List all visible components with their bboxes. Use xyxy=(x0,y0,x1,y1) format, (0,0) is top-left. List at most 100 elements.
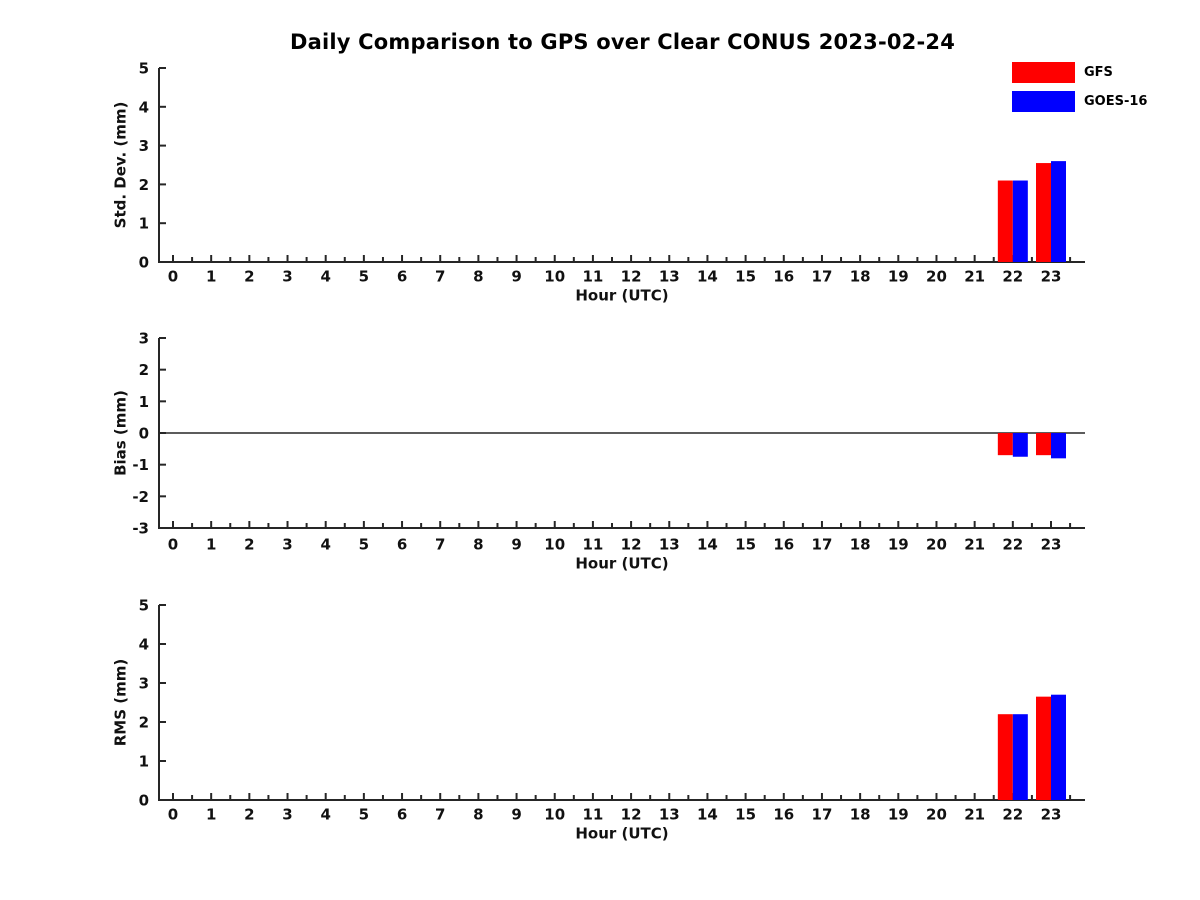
rms-y-tick-label: 4 xyxy=(139,636,149,654)
std-dev-x-tick-label: 11 xyxy=(582,268,603,286)
std-dev-x-tick-label: 22 xyxy=(1002,268,1023,286)
legend-item-goes16: GOES-16 xyxy=(1012,91,1147,112)
bias-y-tick-label: -3 xyxy=(132,520,149,538)
bias-y-tick-label: -1 xyxy=(132,456,149,474)
bias-y-tick-label: 2 xyxy=(139,361,149,379)
std-dev-x-tick-label: 4 xyxy=(320,268,330,286)
bias-x-tick-label: 9 xyxy=(511,536,521,554)
bias-y-tick-label: -2 xyxy=(132,488,149,506)
bias-x-tick-label: 20 xyxy=(926,536,947,554)
bias-x-tick-label: 15 xyxy=(735,536,756,554)
bias-x-tick-label: 1 xyxy=(206,536,216,554)
std-dev-x-tick-label: 14 xyxy=(697,268,718,286)
std-dev-xlabel: Hour (UTC) xyxy=(575,287,668,305)
std-dev-x-tick-label: 17 xyxy=(812,268,833,286)
legend-item-gfs: GFS xyxy=(1012,62,1147,83)
bias-x-tick-label: 11 xyxy=(582,536,603,554)
rms-x-tick-label: 8 xyxy=(473,806,483,824)
rms-x-tick-label: 6 xyxy=(397,806,407,824)
bar-gfs-hour-23 xyxy=(1036,433,1051,456)
bias-x-tick-label: 2 xyxy=(244,536,254,554)
bias-x-tick-label: 7 xyxy=(435,536,445,554)
bias-x-tick-label: 12 xyxy=(621,536,642,554)
rms-ylabel: RMS (mm) xyxy=(112,659,130,746)
std-dev-x-tick-label: 9 xyxy=(511,268,521,286)
std-dev-x-tick-label: 19 xyxy=(888,268,909,286)
rms-x-tick-label: 10 xyxy=(544,806,565,824)
std-dev-x-tick-label: 5 xyxy=(359,268,369,286)
std-dev-x-tick-label: 20 xyxy=(926,268,947,286)
bias-x-tick-label: 14 xyxy=(697,536,718,554)
bar-goes-16-hour-23 xyxy=(1051,694,1066,800)
rms-x-tick-label: 22 xyxy=(1002,806,1023,824)
rms-y-tick-label: 1 xyxy=(139,753,149,771)
legend-label-gfs: GFS xyxy=(1084,65,1113,80)
rms-y-tick-label: 2 xyxy=(139,714,149,732)
legend-label-goes16: GOES-16 xyxy=(1084,94,1148,109)
bar-gfs-hour-22 xyxy=(997,180,1013,262)
rms-x-tick-label: 13 xyxy=(659,806,680,824)
rms-x-tick-label: 11 xyxy=(582,806,603,824)
rms-x-tick-label: 18 xyxy=(850,806,871,824)
std-dev-y-tick-label: 3 xyxy=(139,137,149,155)
rms-y-tick-label: 3 xyxy=(139,675,149,693)
rms-x-tick-label: 16 xyxy=(773,806,794,824)
bias-x-tick-label: 3 xyxy=(282,536,292,554)
legend-swatch-goes16 xyxy=(1012,91,1075,112)
std-dev-x-tick-label: 10 xyxy=(544,268,565,286)
std-dev-y-tick-label: 5 xyxy=(139,60,149,78)
rms-x-tick-label: 21 xyxy=(964,806,985,824)
bias-x-tick-label: 6 xyxy=(397,536,407,554)
bar-goes-16-hour-23 xyxy=(1051,433,1066,459)
bias-x-tick-label: 4 xyxy=(320,536,330,554)
bias-x-tick-label: 10 xyxy=(544,536,565,554)
std-dev-x-tick-label: 16 xyxy=(773,268,794,286)
rms-y-tick-label: 5 xyxy=(139,597,149,615)
std-dev-x-tick-label: 6 xyxy=(397,268,407,286)
rms-y-tick-label: 0 xyxy=(139,792,149,810)
bias-x-tick-label: 23 xyxy=(1041,536,1062,554)
std-dev-x-tick-label: 21 xyxy=(964,268,985,286)
bias-y-tick-label: 3 xyxy=(139,330,149,348)
std-dev-y-tick-label: 4 xyxy=(139,98,149,116)
std-dev-x-tick-label: 23 xyxy=(1041,268,1062,286)
std-dev-x-tick-label: 3 xyxy=(282,268,292,286)
rms-x-tick-label: 1 xyxy=(206,806,216,824)
bias-x-tick-label: 8 xyxy=(473,536,483,554)
std-dev-x-tick-label: 0 xyxy=(168,268,178,286)
std-dev-y-tick-label: 2 xyxy=(139,176,149,194)
rms-x-tick-label: 2 xyxy=(244,806,254,824)
legend: GFS GOES-16 xyxy=(1012,62,1147,112)
bar-gfs-hour-22 xyxy=(997,714,1013,800)
rms-x-tick-label: 5 xyxy=(359,806,369,824)
bias-x-tick-label: 13 xyxy=(659,536,680,554)
rms-x-tick-label: 14 xyxy=(697,806,718,824)
rms-x-tick-label: 19 xyxy=(888,806,909,824)
bar-goes-16-hour-23 xyxy=(1051,161,1066,262)
std-dev-x-tick-label: 13 xyxy=(659,268,680,286)
bias-x-tick-label: 17 xyxy=(812,536,833,554)
bias-x-tick-label: 22 xyxy=(1002,536,1023,554)
rms-x-tick-label: 23 xyxy=(1041,806,1062,824)
rms-xlabel: Hour (UTC) xyxy=(575,825,668,843)
rms-x-tick-label: 20 xyxy=(926,806,947,824)
bar-goes-16-hour-22 xyxy=(1012,180,1028,262)
bias-x-tick-label: 21 xyxy=(964,536,985,554)
std-dev-x-tick-label: 7 xyxy=(435,268,445,286)
bias-x-tick-label: 18 xyxy=(850,536,871,554)
bar-gfs-hour-23 xyxy=(1036,696,1051,800)
bar-gfs-hour-22 xyxy=(997,433,1013,456)
rms-x-tick-label: 17 xyxy=(812,806,833,824)
std-dev-y-tick-label: 0 xyxy=(139,254,149,272)
bias-y-tick-label: 0 xyxy=(139,425,149,443)
rms-x-tick-label: 9 xyxy=(511,806,521,824)
rms-x-tick-label: 3 xyxy=(282,806,292,824)
rms-x-tick-label: 4 xyxy=(320,806,330,824)
bar-goes-16-hour-22 xyxy=(1012,433,1028,457)
bias-x-tick-label: 19 xyxy=(888,536,909,554)
bias-x-tick-label: 5 xyxy=(359,536,369,554)
std-dev-x-tick-label: 12 xyxy=(621,268,642,286)
rms-x-tick-label: 0 xyxy=(168,806,178,824)
std-dev-y-tick-label: 1 xyxy=(139,215,149,233)
